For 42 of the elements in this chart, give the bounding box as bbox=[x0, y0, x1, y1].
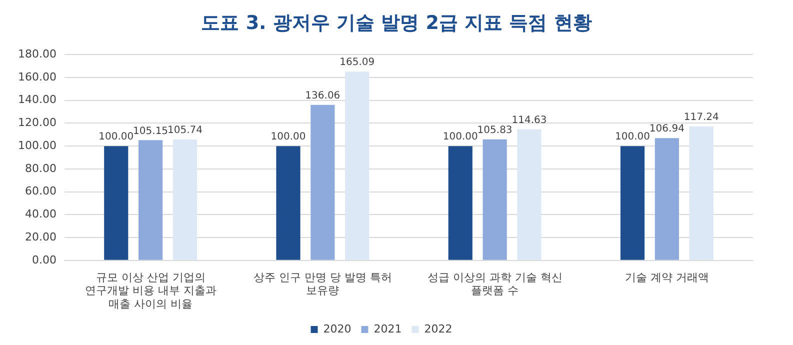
data-label: 105.83 bbox=[477, 124, 512, 136]
data-label: 106.94 bbox=[649, 124, 684, 135]
data-label: 165.09 bbox=[340, 57, 375, 68]
y-tick-label: 80.00 bbox=[24, 162, 56, 175]
legend-label: 2021 bbox=[374, 322, 402, 336]
x-tick-label: 성급 이상의 과학 기술 혁신 플랫폼 수 bbox=[427, 270, 562, 298]
bar bbox=[482, 139, 507, 260]
data-label: 136.06 bbox=[305, 90, 340, 102]
bar bbox=[689, 126, 714, 260]
x-tick-label: 상주 인구 만명 당 발명 특허 보유량 bbox=[253, 270, 392, 298]
bar bbox=[310, 104, 335, 260]
bar bbox=[654, 138, 679, 260]
bar bbox=[345, 72, 370, 260]
y-tick-label: 0.00 bbox=[32, 253, 56, 266]
data-label: 105.74 bbox=[167, 125, 202, 136]
x-tick-label: 규모 이상 산업 기업의 연구개발 비용 내부 지출과 매출 사이의 비율 bbox=[84, 270, 216, 310]
bar bbox=[448, 146, 472, 260]
data-label: 100.00 bbox=[615, 132, 650, 143]
x-tick-label: 기술 계약 거래액 bbox=[624, 270, 709, 284]
bar bbox=[138, 140, 163, 260]
data-label: 117.24 bbox=[684, 112, 719, 123]
y-tick-label: 120.00 bbox=[18, 116, 56, 130]
y-tick-label: 100.00 bbox=[18, 138, 56, 152]
bar bbox=[620, 146, 645, 260]
bar bbox=[276, 146, 300, 260]
data-label: 114.63 bbox=[512, 114, 547, 126]
chart-title: 도표 3. 광저우 기술 발명 2급 지표 득점 현황 bbox=[200, 11, 593, 36]
y-tick-label: 60.00 bbox=[24, 184, 56, 198]
y-tick-label: 180.00 bbox=[18, 47, 56, 60]
legend-label: 2020 bbox=[323, 322, 352, 336]
y-tick-label: 40.00 bbox=[24, 208, 56, 221]
y-tick-label: 160.00 bbox=[18, 70, 56, 84]
legend-label: 2022 bbox=[424, 322, 452, 336]
data-label: 100.00 bbox=[270, 132, 306, 143]
bar bbox=[104, 146, 128, 260]
data-label: 100.00 bbox=[98, 132, 134, 143]
data-label: 105.15 bbox=[133, 126, 168, 137]
y-tick-label: 20.00 bbox=[24, 230, 56, 244]
bar bbox=[172, 140, 198, 260]
bar bbox=[517, 129, 542, 260]
data-label: 100.00 bbox=[442, 132, 478, 143]
y-tick-label: 140.00 bbox=[18, 93, 56, 106]
